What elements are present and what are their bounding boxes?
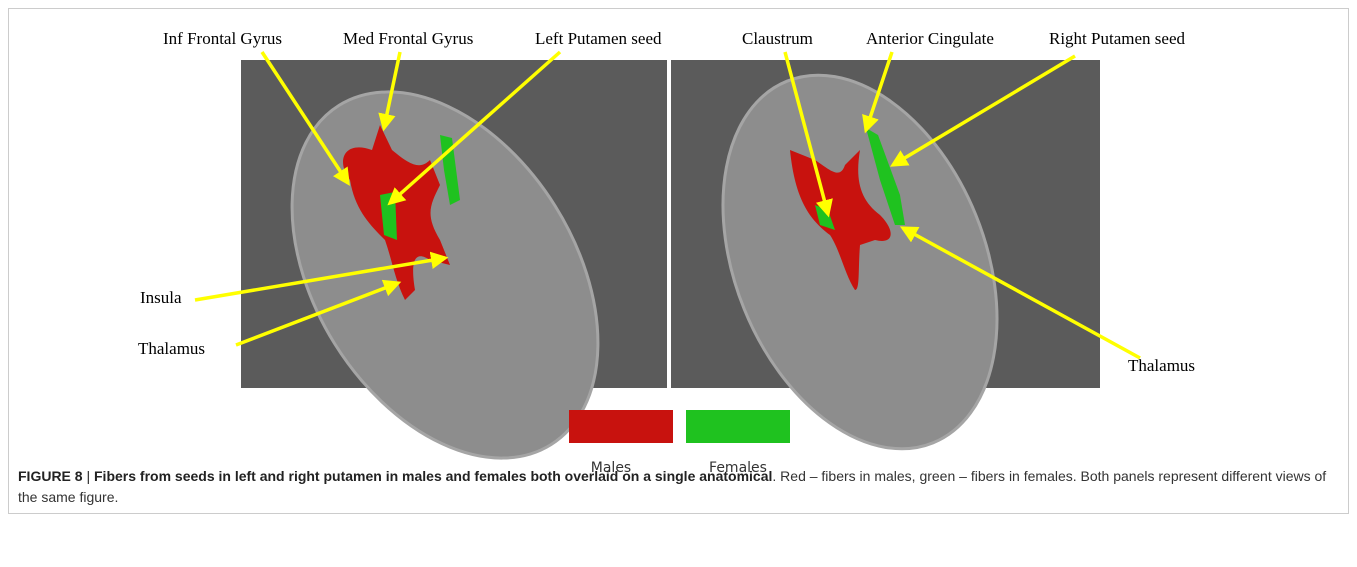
region-label: Claustrum <box>742 29 813 48</box>
region-label: Anterior Cingulate <box>866 29 994 48</box>
region-label: Insula <box>140 288 182 307</box>
page: Inf Frontal Gyrus Med Frontal Gyrus Left… <box>0 0 1357 567</box>
region-label: Inf Frontal Gyrus <box>163 29 282 48</box>
separator: | <box>86 468 90 484</box>
region-label: Thalamus <box>1128 356 1195 375</box>
legend-swatch <box>686 410 790 443</box>
region-label: Thalamus <box>138 339 205 358</box>
caption: FIGURE 8 | Fibers from seeds in left and… <box>18 466 1338 508</box>
region-label: Left Putamen seed <box>535 29 662 48</box>
region-label: Med Frontal Gyrus <box>343 29 473 48</box>
legend-swatch <box>569 410 673 443</box>
region-label: Right Putamen seed <box>1049 29 1185 48</box>
figure-label: FIGURE 8 <box>18 468 83 484</box>
caption-title: Fibers from seeds in left and right puta… <box>94 468 772 484</box>
